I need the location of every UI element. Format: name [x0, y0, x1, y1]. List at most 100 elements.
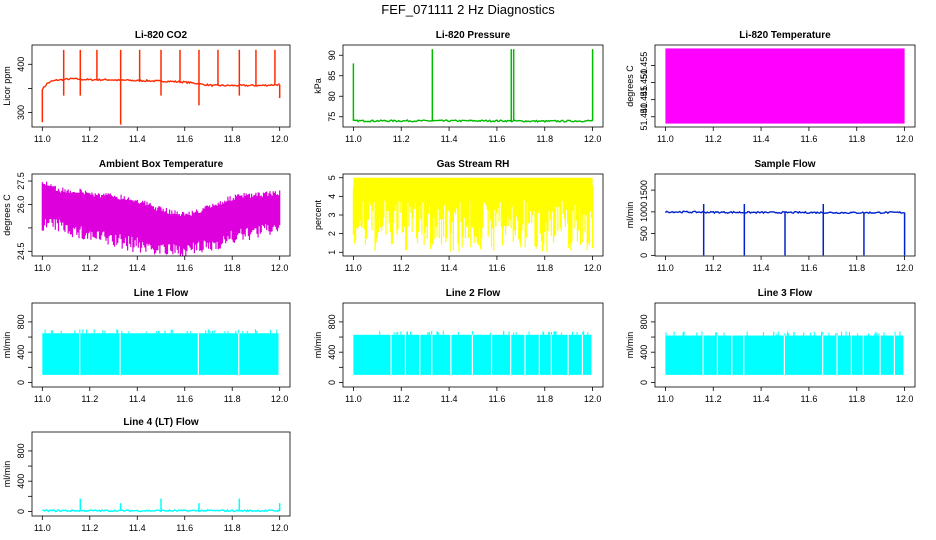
x-tick-label: 11.6 [488, 263, 505, 273]
x-tick-label: 11.8 [848, 394, 865, 404]
x-tick-label: 11.4 [129, 394, 146, 404]
data-band-segment [120, 333, 198, 375]
panel-1: Li-820 CO2 Licor ppm 11.0 11.2 11.4 11.6 11.8 1… [2, 30, 291, 144]
data-band-segment [837, 335, 851, 375]
panel-title: Sample Flow [754, 159, 815, 170]
panel-6: Sample Flow ml/min 11.0 11.2 11.4 11.6 11.8 12.… [625, 159, 916, 273]
x-tick-label: 11.2 [393, 394, 410, 404]
x-tick-label: 12.0 [584, 394, 602, 404]
x-tick-label: 11.2 [81, 394, 98, 404]
y-axis-label: ml/min [625, 332, 635, 359]
x-tick-label: 11.4 [441, 263, 458, 273]
x-tick-label: 12.0 [584, 263, 602, 273]
y-axis-label: ml/min [2, 332, 12, 359]
panel-3: Li-820 Temperature degrees C 11.0 11.2 11.4 1… [625, 30, 916, 144]
x-tick-label: 11.4 [753, 134, 770, 144]
panel-title: Gas Stream RH [437, 159, 510, 170]
data-band-segment [895, 335, 904, 375]
y-axis-label: degrees C [625, 65, 635, 107]
y-tick-label: 4 [327, 194, 337, 199]
x-tick-label: 11.4 [753, 394, 770, 404]
y-tick-label: 1 [327, 250, 337, 255]
x-tick-label: 12.0 [271, 523, 289, 533]
data-band-segment [525, 334, 539, 375]
data-band-segment [732, 335, 744, 375]
x-tick-label: 11.0 [34, 134, 51, 144]
plot-frame [654, 302, 916, 388]
plot-frame [654, 173, 916, 257]
data-band-segment [80, 333, 120, 375]
y-tick-label: 2 [327, 231, 337, 236]
data-band-segment [551, 334, 568, 375]
x-tick-label: 11.0 [34, 263, 51, 273]
x-tick-label: 12.0 [271, 263, 289, 273]
data-band-segment [353, 334, 391, 375]
y-tick-label: 400 [16, 474, 26, 489]
data-band-segment [406, 334, 420, 375]
x-tick-label: 11.4 [441, 134, 458, 144]
x-tick-label: 11.2 [393, 263, 410, 273]
y-tick-label: 1500 [639, 180, 649, 200]
x-tick-label: 11.6 [176, 134, 193, 144]
panel-title: Li-820 Temperature [739, 30, 831, 41]
panel-title: Line 1 Flow [134, 288, 189, 299]
y-tick-label: 80 [327, 91, 337, 101]
y-tick-label: 0 [16, 380, 26, 385]
plot-frame [31, 431, 291, 517]
data-band-segment [511, 334, 525, 375]
y-tick-label: 24.5 [16, 243, 26, 261]
y-tick-label: 800 [16, 314, 26, 329]
y-tick-label: 75 [327, 112, 337, 122]
x-tick-label: 11.8 [848, 134, 865, 144]
panel-2: Li-820 Pressure kPa 11.0 11.2 11.4 11.6 11.8 12… [313, 30, 604, 144]
y-tick-label: 0 [327, 380, 337, 385]
x-tick-label: 11.4 [129, 263, 146, 273]
data-band-segment [665, 335, 703, 375]
y-tick-label: 400 [327, 345, 337, 360]
panel-title: Line 4 (LT) Flow [123, 417, 199, 428]
data-band-segment [718, 335, 732, 375]
x-tick-label: 12.0 [896, 134, 914, 144]
plot-frame [654, 44, 916, 128]
data-band-segment [785, 335, 823, 375]
y-tick-label: 51.455 [639, 52, 649, 80]
y-tick-label: 5 [327, 175, 337, 180]
x-tick-label: 11.4 [441, 394, 458, 404]
y-tick-label: 3 [327, 212, 337, 217]
data-band-segment [744, 335, 784, 375]
y-axis-label: degrees C [2, 194, 12, 236]
x-tick-label: 11.0 [34, 523, 51, 533]
x-tick-label: 11.2 [81, 523, 98, 533]
x-tick-label: 11.0 [345, 263, 362, 273]
y-tick-label: 51.450 [639, 69, 649, 97]
x-tick-label: 11.4 [129, 523, 146, 533]
x-tick-label: 11.0 [657, 394, 674, 404]
y-tick-label: 27.5 [16, 172, 26, 190]
x-tick-label: 11.4 [753, 263, 770, 273]
y-axis-label: kPa [313, 78, 323, 94]
y-axis-label: ml/min [313, 332, 323, 359]
y-tick-label: 1000 [639, 202, 649, 222]
data-band-segment [583, 334, 592, 375]
y-axis-label: Licor ppm [2, 66, 12, 106]
plot-frame [31, 302, 291, 388]
data-band-segment [880, 335, 894, 375]
panel-4: Ambient Box Temperature degrees C 11.0 11.2… [2, 159, 291, 273]
x-tick-label: 11.0 [657, 263, 674, 273]
x-tick-label: 11.6 [488, 394, 505, 404]
panel-title: Line 2 Flow [446, 288, 501, 299]
x-tick-label: 11.2 [81, 134, 98, 144]
data-series [353, 119, 593, 123]
panel-7: Line 1 Flow ml/min 11.0 11.2 11.4 11.6 11.8 12.… [2, 288, 291, 404]
data-band-segment [863, 335, 880, 375]
x-tick-label: 11.8 [224, 134, 241, 144]
x-tick-label: 11.2 [81, 263, 98, 273]
panel-title: Li-820 Pressure [436, 30, 511, 41]
x-tick-label: 11.0 [345, 134, 362, 144]
data-band-segment [703, 335, 717, 375]
x-tick-label: 11.2 [705, 394, 722, 404]
y-tick-label: 800 [327, 314, 337, 329]
data-band [665, 48, 905, 124]
panel-10: Line 4 (LT) Flow ml/min 11.0 11.2 11.4 11.6 11… [2, 417, 291, 533]
panel-8: Line 2 Flow ml/min 11.0 11.2 11.4 11.6 11.8 12.… [313, 288, 604, 404]
